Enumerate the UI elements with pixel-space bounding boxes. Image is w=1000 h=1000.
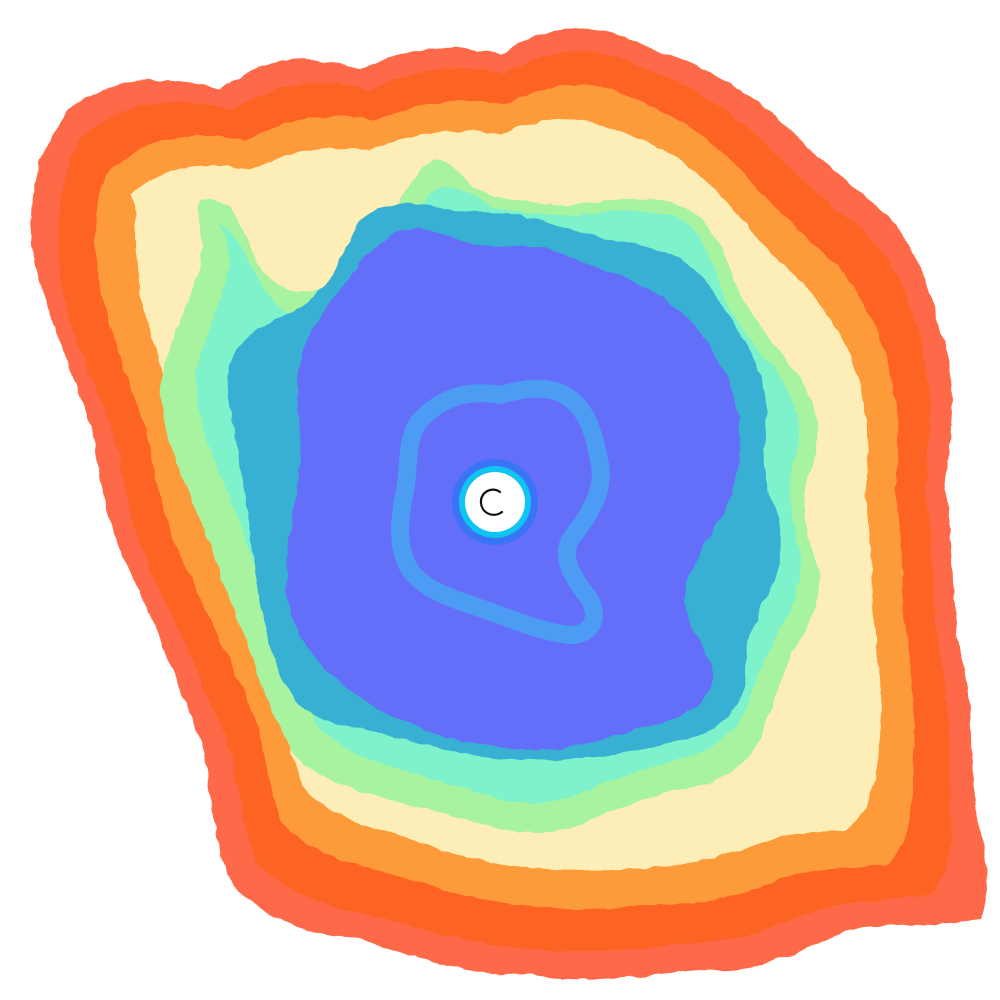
center-disc[interactable] bbox=[465, 472, 525, 532]
open-circle-icon bbox=[479, 488, 504, 516]
swirl-sky-blue bbox=[391, 379, 610, 644]
